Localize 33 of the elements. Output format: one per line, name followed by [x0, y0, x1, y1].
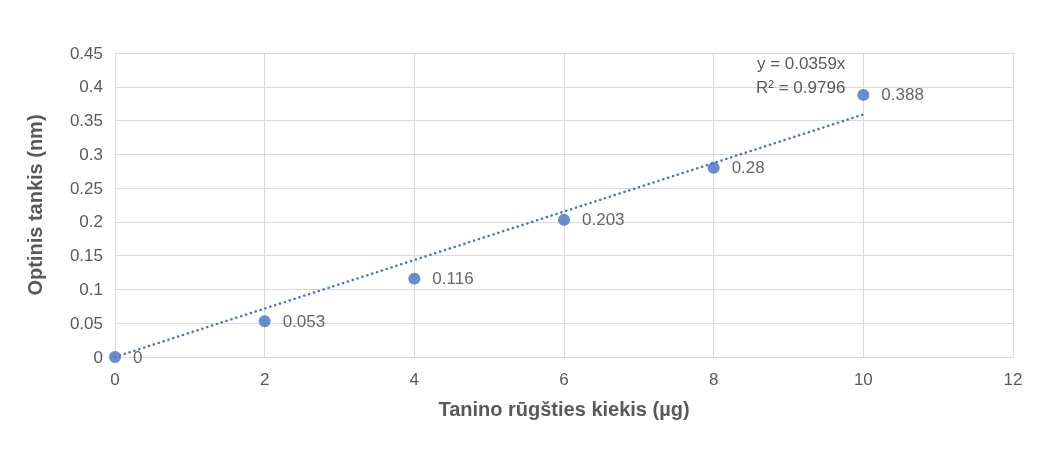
x-tick-label: 0 — [110, 370, 120, 389]
y-tick-label: 0.1 — [79, 279, 103, 299]
y-tick-label: 0.25 — [69, 178, 103, 198]
data-label: 0.116 — [432, 269, 474, 289]
x-tick-label: 4 — [409, 370, 420, 389]
y-tick-label: 0.45 — [69, 43, 103, 63]
annotation: R² = 0.9796 — [756, 78, 846, 97]
x-tick-label: 2 — [259, 370, 270, 389]
point — [408, 272, 421, 285]
point — [707, 161, 720, 174]
point — [109, 351, 121, 363]
annotation: y = 0.0359x — [756, 54, 846, 73]
data-label: 0.388 — [881, 85, 924, 105]
x-tick-label: 10 — [853, 370, 873, 389]
point — [857, 88, 870, 101]
y-tick-label: 0.35 — [69, 111, 103, 131]
y-tick-label: 0.3 — [79, 144, 103, 164]
data-label: 0 — [133, 347, 143, 367]
y-tick-label: 0.2 — [79, 212, 103, 232]
data-label: 0.053 — [282, 311, 326, 331]
point — [258, 315, 271, 328]
data-label: 0.203 — [582, 210, 625, 230]
x-axis-title: Tanino rūgšties kiekis (µg) — [438, 398, 690, 420]
point — [558, 213, 570, 226]
y-axis-title: Optinis tankis (nm) — [24, 114, 46, 296]
y-tick-label: 0.15 — [69, 246, 103, 266]
y-tick-label: 0 — [93, 347, 103, 367]
y-tick-label: 0.05 — [69, 313, 103, 333]
y-tick-label: 0.4 — [79, 77, 103, 97]
x-tick-label: 12 — [1003, 370, 1023, 389]
data-label: 0.28 — [731, 158, 765, 178]
x-tick-label: 8 — [708, 370, 719, 389]
x-tick-label: 6 — [559, 370, 569, 389]
